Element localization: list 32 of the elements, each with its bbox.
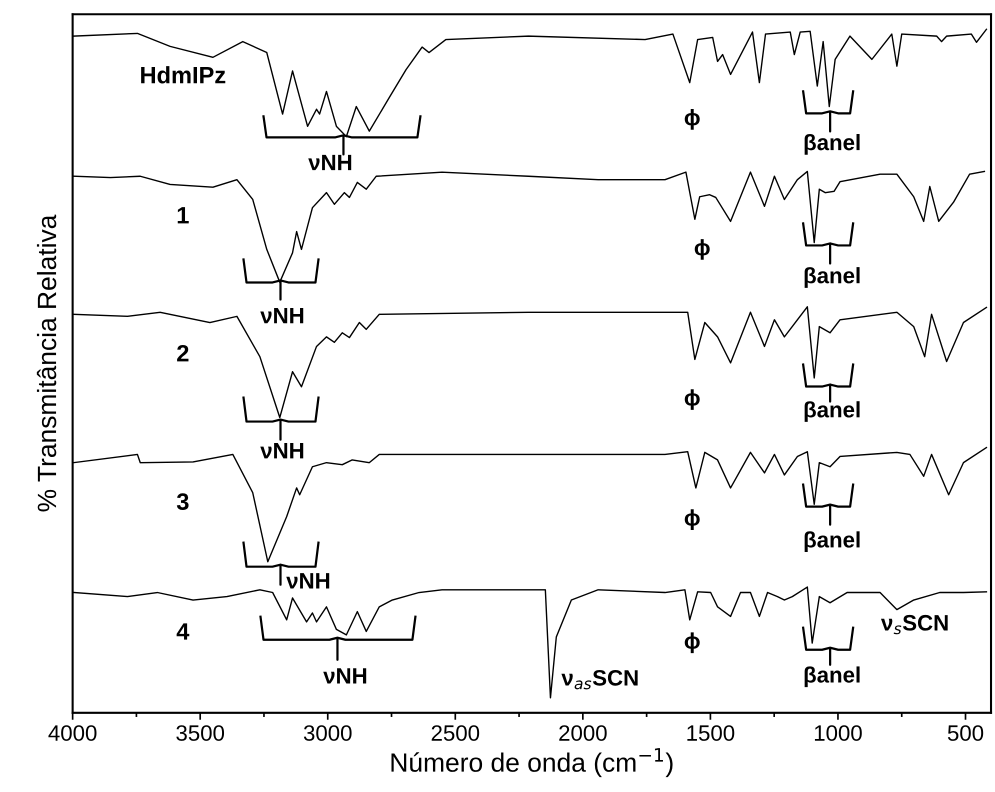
series-label: 4 bbox=[176, 623, 190, 640]
annotation: βanel bbox=[804, 267, 860, 288]
annotation: βanel bbox=[804, 401, 860, 422]
series-label: 2 bbox=[177, 344, 188, 362]
x-tick-label: 500 bbox=[948, 725, 984, 741]
series-label: HdmIPz bbox=[141, 66, 226, 84]
annotation: ν$_{as}$SCN bbox=[561, 670, 638, 690]
x-tick-label: 4000 bbox=[48, 725, 96, 741]
annotation: ϕ bbox=[684, 108, 700, 130]
x-tick-label: 3500 bbox=[176, 725, 224, 741]
x-tick-label: 3000 bbox=[304, 725, 352, 741]
x-tick-label: 1000 bbox=[814, 725, 862, 741]
x-tick-label: 2500 bbox=[432, 725, 480, 741]
annotation: νNH bbox=[260, 443, 304, 458]
annotation: ν$_{s}$SCN bbox=[880, 614, 948, 634]
annotation: ϕ bbox=[694, 239, 710, 260]
annotation: βanel bbox=[804, 531, 860, 552]
annotation: ϕ bbox=[684, 509, 700, 530]
series-label: 3 bbox=[176, 493, 189, 510]
annotation: ϕ bbox=[684, 389, 700, 410]
x-tick-label: 2000 bbox=[559, 725, 607, 741]
x-axis-title: Número de onda (cm$^{−1}$) bbox=[391, 748, 673, 778]
annotation: νNH bbox=[308, 154, 352, 170]
series-label: 1 bbox=[178, 207, 189, 224]
annotation: βanel bbox=[804, 134, 860, 155]
annotation: νNH bbox=[286, 573, 330, 588]
annotation: νNH bbox=[323, 668, 366, 684]
annotation: νNH bbox=[260, 308, 304, 324]
annotation: ϕ bbox=[684, 632, 700, 654]
x-tick-label: 1500 bbox=[687, 725, 734, 741]
annotation: βanel bbox=[804, 666, 860, 688]
y-axis-title: % Transmitância Relativa bbox=[36, 214, 56, 512]
